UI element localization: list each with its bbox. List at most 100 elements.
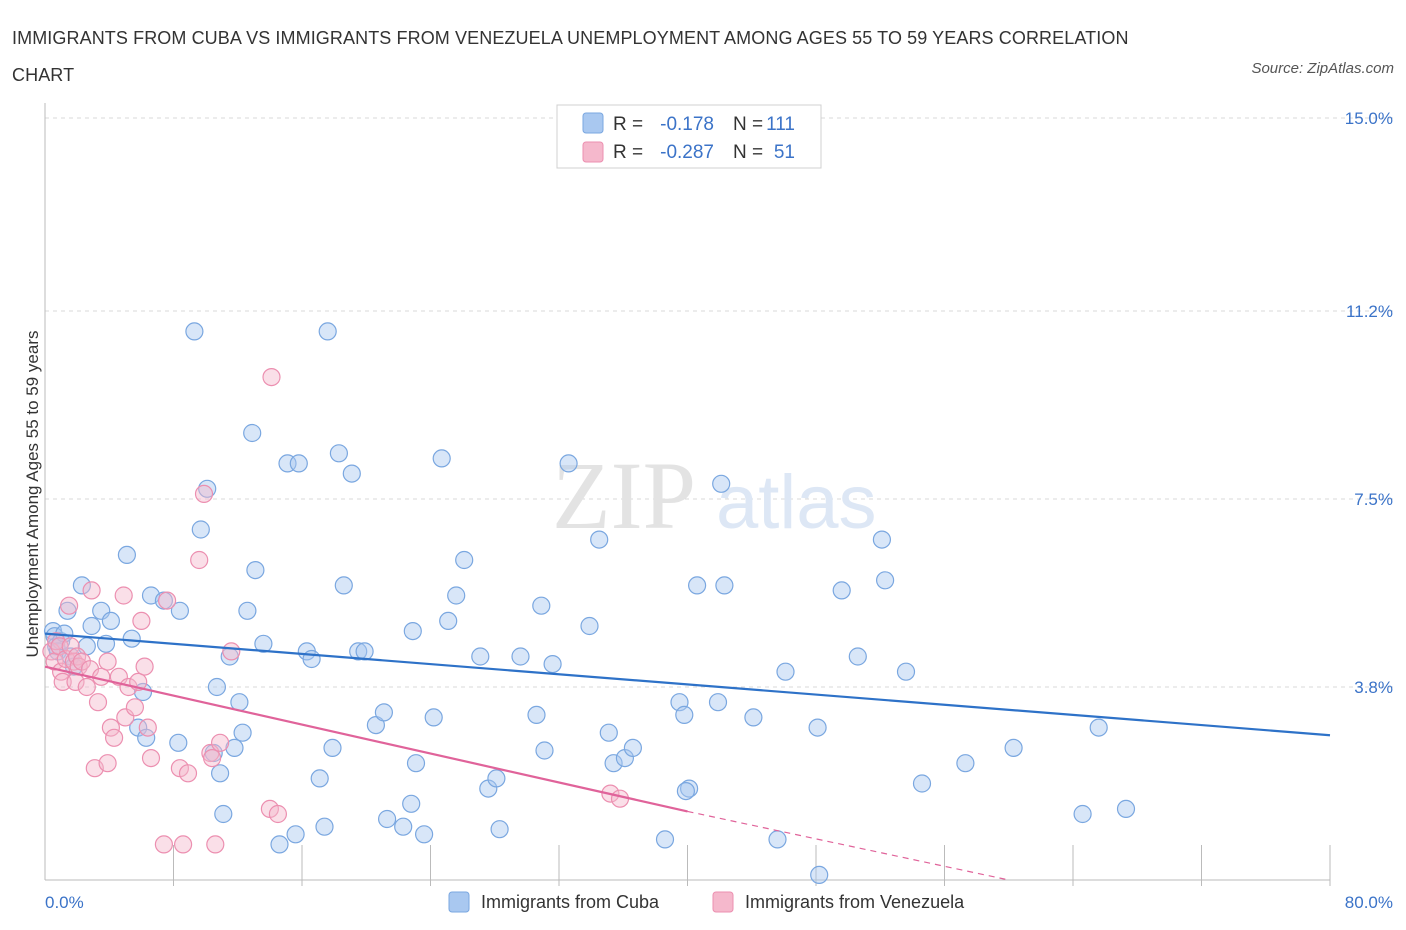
data-point-cuba-79 bbox=[623, 738, 643, 758]
data-point-cuba-59 bbox=[424, 708, 443, 727]
data-point-cuba-84 bbox=[679, 779, 699, 798]
data-point-cuba-43 bbox=[318, 322, 337, 341]
data-point-venezuela-40 bbox=[194, 484, 214, 503]
data-point-cuba-64 bbox=[471, 647, 490, 666]
data-point-cuba-62 bbox=[447, 586, 466, 605]
data-point-cuba-66 bbox=[487, 769, 506, 788]
data-point-cuba-81 bbox=[655, 830, 675, 849]
data-point-venezuela-50 bbox=[203, 748, 222, 768]
data-point-cuba-96 bbox=[875, 571, 895, 590]
y-tick-label-0: 3.8% bbox=[1354, 678, 1393, 697]
data-point-cuba-57 bbox=[406, 754, 426, 773]
data-point-venezuela-22 bbox=[101, 718, 121, 737]
watermark: ZIP atlas bbox=[552, 442, 877, 549]
data-point-venezuela-49 bbox=[610, 789, 630, 808]
data-point-cuba-27 bbox=[211, 764, 230, 783]
data-point-venezuela-14 bbox=[77, 677, 96, 697]
x-tick-label-max: 80.0% bbox=[1345, 893, 1393, 912]
data-point-cuba-42 bbox=[310, 769, 329, 788]
data-point-cuba-88 bbox=[715, 576, 734, 595]
data-point-cuba-36 bbox=[270, 835, 289, 854]
data-point-cuba-100 bbox=[1004, 738, 1023, 758]
data-point-cuba-9 bbox=[72, 576, 92, 595]
data-point-venezuela-28 bbox=[125, 698, 144, 717]
data-point-venezuela-2 bbox=[47, 632, 66, 651]
data-point-cuba-33 bbox=[243, 423, 262, 443]
data-point-venezuela-23 bbox=[104, 728, 124, 747]
legend-swatch-cuba bbox=[582, 112, 604, 134]
y-axis-label: Unemployment Among Ages 55 to 59 years bbox=[23, 331, 42, 658]
data-point-cuba-107 bbox=[225, 738, 244, 758]
chart-title: IMMIGRANTS FROM CUBA VS IMMIGRANTS FROM … bbox=[12, 28, 1129, 85]
data-point-cuba-90 bbox=[768, 830, 787, 849]
data-point-venezuela-38 bbox=[174, 835, 193, 854]
data-point-cuba-99 bbox=[956, 754, 975, 773]
data-point-cuba-86 bbox=[708, 693, 728, 712]
source-label: Source: ZipAtlas.com bbox=[1251, 60, 1394, 77]
data-point-cuba-56 bbox=[403, 621, 422, 641]
data-point-cuba-97 bbox=[896, 662, 916, 681]
data-point-cuba-77 bbox=[604, 754, 623, 773]
data-point-cuba-52 bbox=[374, 703, 393, 722]
data-point-cuba-73 bbox=[559, 454, 578, 473]
data-point-cuba-11 bbox=[82, 616, 101, 636]
data-point-cuba-103 bbox=[1116, 799, 1136, 819]
data-point-cuba-101 bbox=[1073, 804, 1092, 824]
data-point-venezuela-34 bbox=[154, 835, 173, 854]
data-point-cuba-89 bbox=[744, 708, 763, 727]
data-point-cuba-104 bbox=[810, 865, 829, 885]
data-point-cuba-26 bbox=[207, 677, 226, 697]
y-tick-label-1: 7.5% bbox=[1354, 490, 1393, 509]
data-point-cuba-46 bbox=[329, 444, 348, 463]
data-point-venezuela-31 bbox=[135, 657, 154, 676]
data-point-venezuela-16 bbox=[82, 581, 101, 600]
y-tick-label-2: 11.2% bbox=[1346, 302, 1393, 321]
data-point-venezuela-7 bbox=[59, 596, 79, 615]
data-point-venezuela-33 bbox=[141, 748, 161, 768]
bottom-legend-swatch-venezuela bbox=[712, 891, 734, 913]
data-point-venezuela-43 bbox=[211, 733, 230, 752]
data-point-cuba-63 bbox=[455, 550, 474, 570]
data-point-venezuela-37 bbox=[178, 764, 198, 783]
data-point-cuba-105 bbox=[676, 781, 696, 801]
data-point-cuba-87 bbox=[712, 474, 731, 493]
data-point-venezuela-25 bbox=[114, 586, 133, 605]
y-tick-labels: 3.8% 7.5% 11.2% 15.0% bbox=[1345, 109, 1393, 697]
data-point-cuba-102 bbox=[1089, 718, 1108, 737]
data-point-cuba-54 bbox=[394, 817, 413, 836]
data-point-cuba-25 bbox=[198, 479, 217, 498]
data-point-cuba-32 bbox=[238, 601, 257, 620]
data-point-cuba-75 bbox=[590, 530, 609, 549]
trend-line-venezuela-extrapolated bbox=[687, 810, 1009, 881]
data-point-venezuela-8 bbox=[61, 637, 80, 656]
legend-n-value-cuba: 111 bbox=[766, 114, 795, 135]
data-point-cuba-24 bbox=[191, 520, 210, 539]
data-point-cuba-48 bbox=[342, 464, 361, 483]
data-point-cuba-61 bbox=[439, 611, 458, 631]
x-tick-label-min: 0.0% bbox=[45, 893, 84, 912]
data-point-cuba-69 bbox=[527, 705, 546, 725]
data-point-venezuela-32 bbox=[138, 718, 157, 737]
data-point-cuba-23 bbox=[185, 322, 204, 341]
data-point-venezuela-39 bbox=[190, 550, 209, 570]
data-point-cuba-34 bbox=[246, 560, 265, 580]
correlation-legend: R = -0.178 N = 111 R = -0.287 N = 51 bbox=[556, 104, 822, 169]
data-point-cuba-22 bbox=[170, 601, 189, 620]
legend-swatch-venezuela bbox=[582, 141, 604, 163]
axes bbox=[44, 103, 1331, 886]
bottom-legend-label-cuba: Immigrants from Cuba bbox=[481, 892, 660, 912]
data-point-cuba-70 bbox=[532, 596, 551, 615]
data-point-cuba-31 bbox=[233, 723, 252, 742]
data-point-cuba-108 bbox=[169, 733, 188, 752]
trend-line-cuba bbox=[44, 632, 1331, 737]
data-point-venezuela-44 bbox=[222, 642, 241, 661]
data-point-cuba-94 bbox=[848, 647, 867, 666]
watermark-atlas: atlas bbox=[716, 460, 877, 545]
data-point-cuba-95 bbox=[872, 530, 892, 549]
legend-r-value-venezuela: -0.287 bbox=[660, 142, 714, 163]
data-point-venezuela-20 bbox=[98, 652, 117, 671]
data-point-cuba-58 bbox=[415, 825, 434, 844]
data-point-cuba-38 bbox=[286, 825, 305, 844]
data-point-cuba-41 bbox=[302, 649, 321, 669]
